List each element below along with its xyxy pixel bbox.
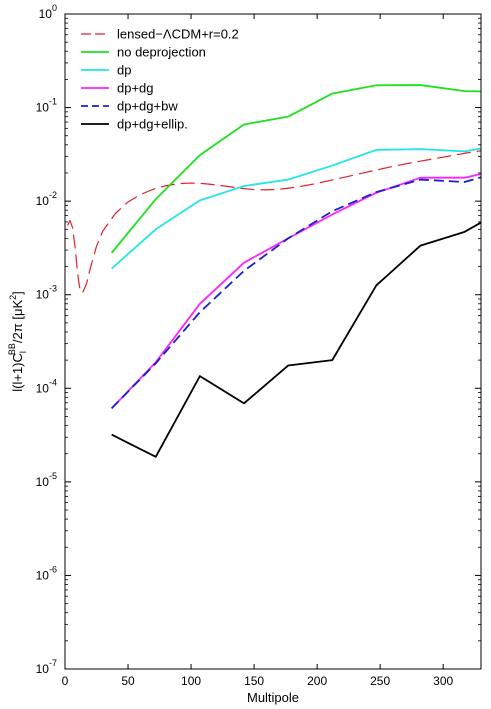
x-tick-label: 150 xyxy=(244,674,264,688)
legend-label-3: dp+dg xyxy=(117,81,154,96)
x-tick-label: 50 xyxy=(121,674,135,688)
x-tick-label: 100 xyxy=(181,674,201,688)
y-tick-label: 100 xyxy=(39,3,57,21)
x-axis-label: Multipole xyxy=(247,690,299,705)
series-line-3 xyxy=(110,173,481,409)
axes: 0 50 100 150 200 250 300 10-7 10-6 10-5 10-4 10-3 10… xyxy=(36,3,482,688)
x-tick-label: 250 xyxy=(370,674,390,688)
series-line-1 xyxy=(110,84,481,254)
legend-label-2: dp xyxy=(117,63,131,78)
axes-frame xyxy=(64,13,482,670)
series-line-2 xyxy=(111,147,481,270)
legend: lensed−ΛCDM+r=0.2 no deprojection dp dp+dg d… xyxy=(81,27,239,132)
y-tick-label: 10-5 xyxy=(36,471,57,489)
y-axis-label: l(l+1)ClBB/2π [μK2] xyxy=(7,291,28,392)
y-tick-label: 10-6 xyxy=(36,564,57,582)
x-tick-label: 300 xyxy=(433,674,453,688)
y-tick-label: 10-7 xyxy=(36,658,57,676)
plot-background xyxy=(65,14,481,669)
y-tick-label: 10-3 xyxy=(36,284,57,302)
legend-label-4: dp+dg+bw xyxy=(117,99,178,114)
y-tick-label: 10-1 xyxy=(36,97,57,115)
y-tick-label: 10-4 xyxy=(36,377,57,395)
plot-area xyxy=(65,14,481,669)
series-line-4 xyxy=(110,176,481,409)
series-line-0 xyxy=(66,150,481,294)
series-line-5 xyxy=(111,221,481,458)
y-tick-label: 10-2 xyxy=(36,190,57,208)
legend-label-0: lensed−ΛCDM+r=0.2 xyxy=(117,27,239,42)
x-tick-label: 0 xyxy=(62,674,69,688)
x-tick-label: 200 xyxy=(307,674,327,688)
legend-label-1: no deprojection xyxy=(117,45,206,60)
series-group xyxy=(66,84,481,458)
legend-label-5: dp+dg+ellip. xyxy=(117,117,188,132)
